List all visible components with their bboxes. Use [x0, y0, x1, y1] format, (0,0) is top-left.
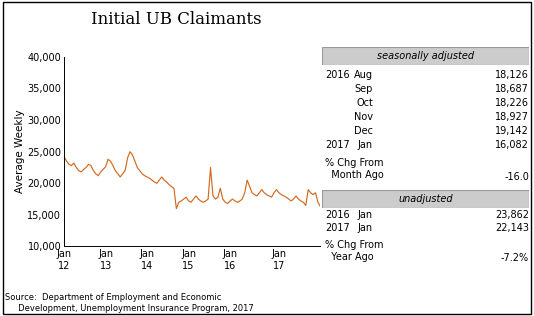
Text: 2017: 2017 [325, 140, 350, 150]
Text: -16.0: -16.0 [504, 172, 529, 182]
Text: 18,126: 18,126 [495, 70, 529, 80]
Text: Oct: Oct [356, 98, 373, 108]
Text: 2017: 2017 [325, 223, 350, 233]
Text: -7.2%: -7.2% [501, 253, 529, 263]
Text: Aug: Aug [354, 70, 373, 80]
Text: Sep: Sep [355, 84, 373, 94]
Text: Jan: Jan [358, 223, 373, 233]
Text: 18,927: 18,927 [495, 112, 529, 122]
Text: 16,082: 16,082 [495, 140, 529, 150]
Text: % Chg From
  Month Ago: % Chg From Month Ago [325, 158, 384, 179]
Text: Source:  Department of Employment and Economic
     Development, Unemployment In: Source: Department of Employment and Eco… [5, 294, 254, 313]
Text: 23,862: 23,862 [495, 210, 529, 220]
Text: 19,142: 19,142 [495, 126, 529, 136]
Text: 2016: 2016 [325, 70, 350, 80]
Y-axis label: Average Weekly: Average Weekly [14, 110, 25, 193]
Text: Nov: Nov [354, 112, 373, 122]
FancyBboxPatch shape [322, 47, 529, 65]
Text: Jan: Jan [358, 210, 373, 220]
Text: % Chg From
  Year Ago: % Chg From Year Ago [325, 240, 383, 262]
Text: 18,687: 18,687 [495, 84, 529, 94]
Text: 22,143: 22,143 [495, 223, 529, 233]
Text: 18,226: 18,226 [495, 98, 529, 108]
FancyBboxPatch shape [322, 190, 529, 208]
Text: unadjusted: unadjusted [398, 194, 453, 204]
Text: Initial UB Claimants: Initial UB Claimants [91, 11, 262, 28]
Text: Dec: Dec [354, 126, 373, 136]
Text: Jan: Jan [358, 140, 373, 150]
Text: 2016: 2016 [325, 210, 350, 220]
Text: seasonally adjusted: seasonally adjusted [377, 51, 474, 61]
